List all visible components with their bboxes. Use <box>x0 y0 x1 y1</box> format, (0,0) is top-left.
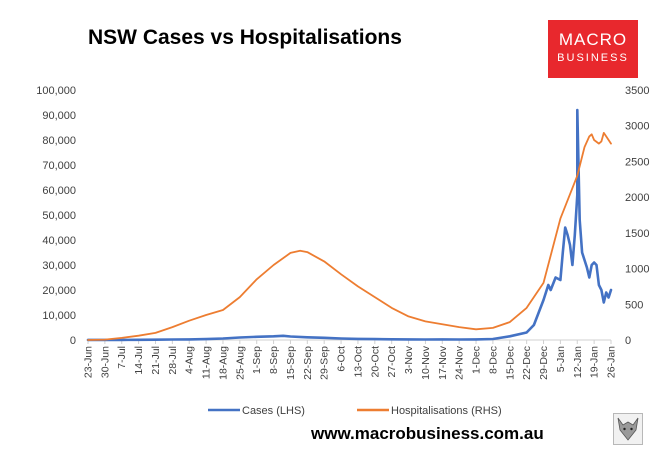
x-tick-label: 27-Oct <box>386 346 398 378</box>
y-right-tick-label: 1500 <box>625 228 649 240</box>
y-left-tick-label: 100,000 <box>36 85 76 97</box>
y-left-tick-label: 20,000 <box>42 285 76 297</box>
y-right-tick-label: 0 <box>625 335 631 347</box>
y-right-tick-label: 2500 <box>625 156 649 168</box>
wolf-icon <box>613 413 643 445</box>
x-tick-label: 25-Aug <box>234 346 246 380</box>
legend-label: Cases (LHS) <box>242 405 305 417</box>
logo-line-2: BUSINESS <box>557 52 629 64</box>
y-right-tick-label: 1000 <box>625 264 649 276</box>
x-tick-label: 14-Jul <box>133 346 145 375</box>
site-url: www.macrobusiness.com.au <box>311 424 544 443</box>
hospitalisations-series-line <box>87 132 612 341</box>
x-tick-label: 17-Nov <box>437 345 449 380</box>
x-tick-label: 15-Sep <box>285 346 297 380</box>
y-right-tick-label: 500 <box>625 299 643 311</box>
x-tick-label: 20-Oct <box>369 346 381 378</box>
y-left-tick-label: 50,000 <box>42 210 76 222</box>
x-tick-label: 4-Aug <box>184 346 196 374</box>
x-tick-label: 15-Dec <box>504 346 516 380</box>
x-tick-label: 28-Jul <box>167 346 179 375</box>
y-left-tick-label: 80,000 <box>42 135 76 147</box>
x-tick-label: 1-Dec <box>471 346 483 374</box>
x-tick-label: 23-Jun <box>83 346 95 378</box>
x-tick-label: 19-Jan <box>589 346 601 378</box>
cases-series-line <box>86 108 613 342</box>
x-tick-label: 3-Nov <box>403 345 415 374</box>
x-tick-label: 6-Oct <box>336 346 348 372</box>
x-tick-label: 24-Nov <box>454 345 466 380</box>
x-tick-label: 1-Sep <box>251 346 263 374</box>
x-tick-label: 13-Oct <box>352 346 364 378</box>
x-tick-label: 29-Sep <box>319 346 331 380</box>
x-tick-label: 26-Jan <box>606 346 618 378</box>
y-left-tick-label: 30,000 <box>42 260 76 272</box>
y-left-tick-label: 60,000 <box>42 185 76 197</box>
x-tick-label: 8-Dec <box>487 346 499 374</box>
x-tick-label: 7-Jul <box>116 346 128 369</box>
logo-line-1: MACRO <box>558 30 628 49</box>
x-tick-label: 11-Aug <box>201 346 213 379</box>
y-left-tick-label: 0 <box>70 335 76 347</box>
y-left-tick-label: 90,000 <box>42 110 76 122</box>
x-tick-label: 8-Sep <box>268 346 280 374</box>
y-right-tick-label: 3500 <box>625 85 649 97</box>
y-left-tick-label: 70,000 <box>42 160 76 172</box>
x-tick-label: 22-Dec <box>521 346 533 380</box>
x-tick-label: 21-Jul <box>150 346 162 375</box>
y-right-tick-label: 2000 <box>625 192 649 204</box>
x-tick-label: 5-Jan <box>555 346 567 372</box>
x-tick-label: 12-Jan <box>572 346 584 378</box>
chart-title: NSW Cases vs Hospitalisations <box>88 26 402 49</box>
wolf-icon-graphic <box>617 417 639 441</box>
x-tick-label: 10-Nov <box>420 345 432 380</box>
x-tick-label: 30-Jun <box>99 346 111 378</box>
x-tick-label: 29-Dec <box>538 346 550 380</box>
macro-business-logo: MACRO BUSINESS <box>548 20 638 78</box>
y-left-tick-label: 10,000 <box>42 310 76 322</box>
x-tick-label: 22-Sep <box>302 346 314 380</box>
legend-label: Hospitalisations (RHS) <box>391 405 502 417</box>
y-right-tick-label: 3000 <box>625 121 649 133</box>
y-left-tick-label: 40,000 <box>42 235 76 247</box>
x-tick-label: 18-Aug <box>217 346 229 380</box>
